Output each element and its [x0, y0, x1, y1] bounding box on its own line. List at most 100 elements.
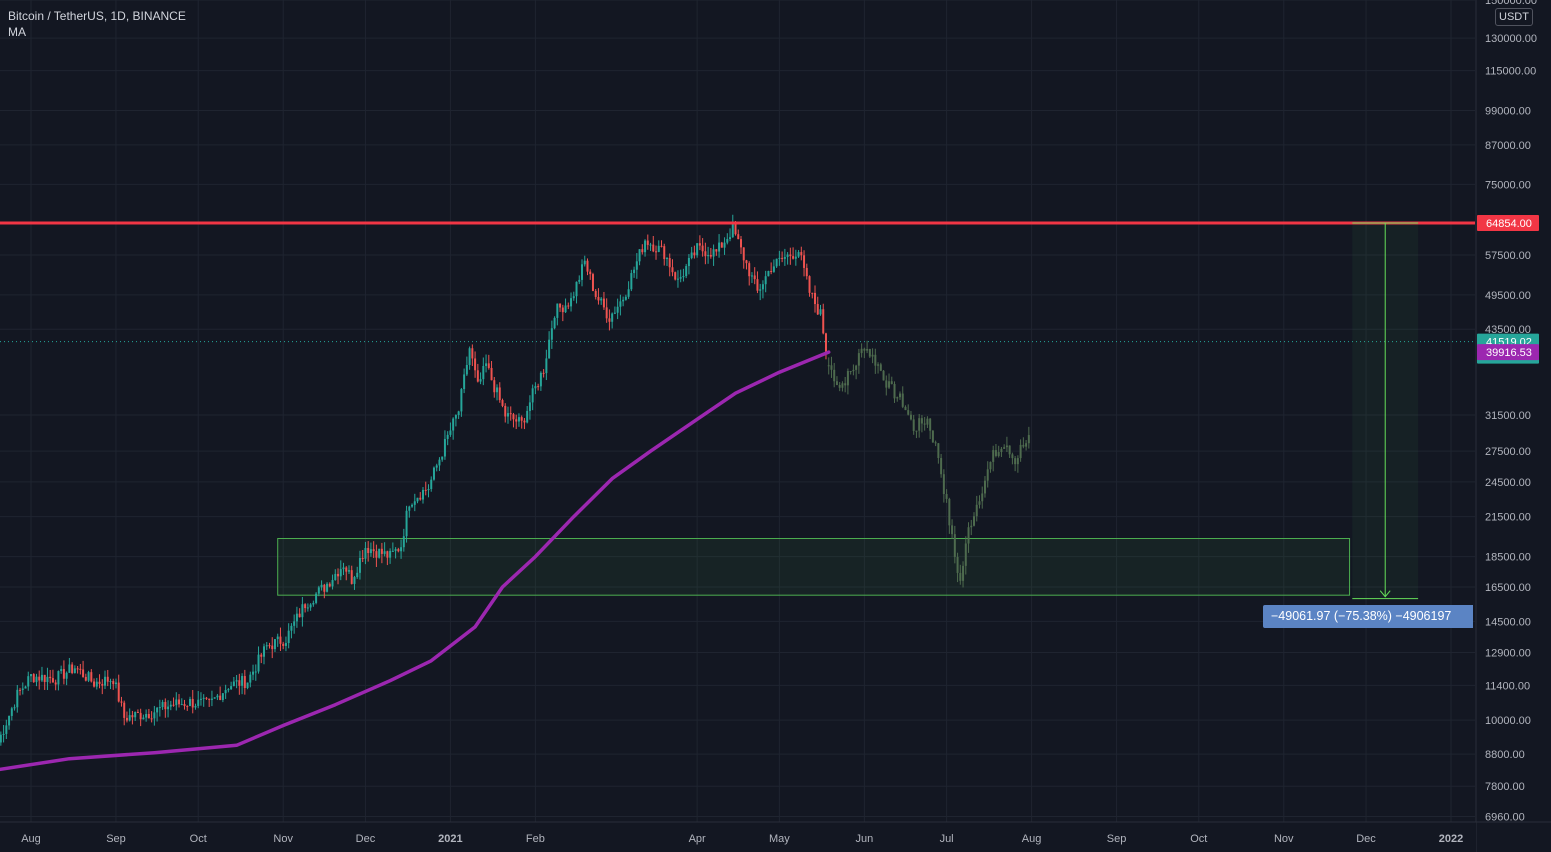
price-candle-body — [676, 278, 679, 280]
price-candle — [317, 585, 320, 597]
y-tick-label: 14500.00 — [1485, 616, 1531, 628]
projection-candle — [992, 445, 995, 472]
price-candle-body — [800, 252, 803, 256]
price-candle-body — [611, 313, 614, 322]
price-candle — [386, 550, 389, 566]
price-candle — [553, 316, 556, 330]
price-candle — [114, 678, 117, 689]
price-candle — [249, 671, 252, 688]
price-candle-body — [663, 246, 666, 260]
price-candle — [687, 254, 690, 275]
measure-result-label: −49061.97 (−75.38%) −4906197 — [1263, 605, 1473, 628]
projection-candle — [898, 391, 901, 400]
price-candle-body — [38, 676, 41, 681]
price-candle — [665, 256, 668, 266]
price-candle-body — [430, 479, 433, 489]
projection-candle-body — [855, 365, 858, 370]
price-candle — [389, 548, 392, 564]
price-candle — [567, 302, 570, 310]
projection-candle-body — [871, 354, 874, 357]
price-candle — [496, 384, 499, 401]
y-tick-label: 18500.00 — [1485, 552, 1531, 564]
price-candle — [221, 692, 224, 703]
y-tick-label: 31500.00 — [1485, 410, 1531, 422]
price-candle — [356, 566, 359, 579]
price-candle — [120, 696, 123, 707]
price-candle — [65, 671, 68, 686]
price-candle-body — [506, 413, 509, 417]
price-candle — [550, 320, 553, 349]
price-candle-body — [378, 548, 381, 558]
price-candle — [175, 692, 178, 711]
price-candle — [635, 253, 638, 279]
price-candle-body — [172, 704, 175, 706]
currency-button[interactable]: USDT — [1495, 8, 1533, 26]
projection-candle-body — [879, 364, 882, 371]
price-candle-body — [690, 252, 693, 258]
projection-candle — [945, 489, 948, 503]
projection-candle — [909, 410, 912, 421]
price-candle — [624, 294, 627, 301]
projection-candle-body — [997, 452, 1000, 456]
price-candle — [238, 673, 241, 695]
price-candle-body — [805, 267, 808, 277]
price-candle-body — [32, 674, 35, 683]
indicator-label[interactable]: MA — [8, 25, 26, 39]
price-candle — [797, 250, 800, 258]
price-candle — [331, 574, 334, 590]
price-candle-body — [405, 510, 408, 537]
projection-candle — [849, 370, 852, 375]
price-candle — [693, 245, 696, 259]
projection-candle — [904, 405, 907, 411]
y-tick-label: 8800.00 — [1485, 749, 1525, 761]
price-candle — [583, 255, 586, 267]
projection-candle-body — [898, 393, 901, 398]
projection-candle-body — [907, 410, 910, 415]
price-candle-body — [186, 706, 189, 708]
price-candle-body — [361, 557, 364, 559]
price-candle-body — [561, 307, 564, 313]
price-candle-body — [136, 712, 139, 714]
price-candle — [276, 633, 279, 647]
price-candle — [657, 240, 660, 253]
projection-candle-body — [882, 370, 885, 381]
price-candle — [183, 699, 186, 710]
symbol-title[interactable]: Bitcoin / TetherUS, 1D, BINANCE — [8, 9, 186, 23]
price-candle — [320, 580, 323, 591]
price-candle — [589, 269, 592, 280]
price-candle-body — [339, 569, 342, 577]
price-candle-body — [816, 304, 819, 315]
projection-candle-body — [920, 418, 923, 424]
projection-candle-body — [885, 380, 888, 388]
projection-candle — [877, 362, 880, 374]
price-candle — [501, 398, 504, 408]
price-candle-body — [515, 419, 518, 422]
price-candle-body — [652, 244, 655, 252]
price-candle-body — [698, 243, 701, 246]
price-candle — [202, 694, 205, 707]
price-candle — [778, 250, 781, 266]
price-candle — [438, 457, 441, 471]
price-candle — [243, 669, 246, 695]
price-candle-body — [76, 668, 79, 670]
projection-candle-body — [852, 369, 855, 372]
price-candle — [630, 269, 633, 292]
price-candle-body — [704, 251, 707, 257]
price-candle — [290, 623, 293, 639]
price-candle-body — [468, 348, 471, 365]
price-candle-body — [0, 734, 2, 743]
price-candle — [745, 259, 748, 270]
price-candle — [309, 603, 312, 611]
price-candle — [770, 262, 773, 275]
price-candle — [136, 709, 139, 714]
projection-candle — [1014, 455, 1017, 472]
price-candle-body — [241, 676, 244, 686]
price-candle — [5, 719, 8, 740]
price-candle — [649, 242, 652, 251]
price-candle — [465, 356, 468, 377]
projection-candle-body — [989, 461, 992, 470]
price-candle-body — [290, 625, 293, 631]
price-candle-body — [778, 257, 781, 259]
